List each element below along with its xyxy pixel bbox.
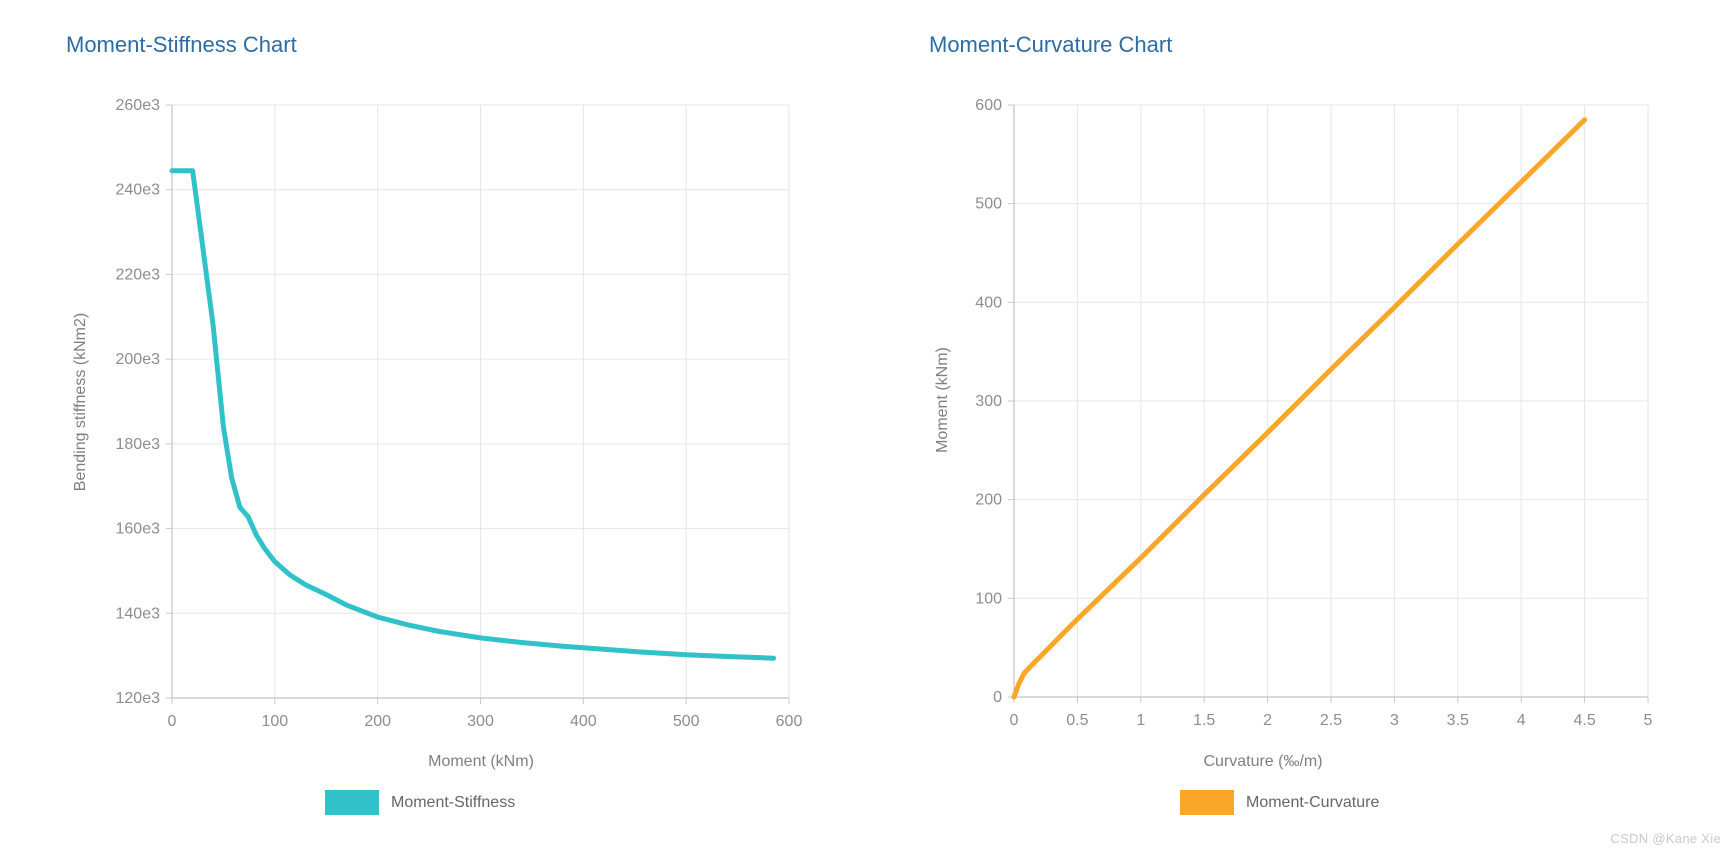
x-tick-label: 200 xyxy=(364,713,391,730)
x-tick-label: 5 xyxy=(1644,712,1653,729)
y-tick-label: 140e3 xyxy=(116,605,161,622)
y-tick-label: 260e3 xyxy=(116,97,161,114)
x-tick-label: 0 xyxy=(168,713,177,730)
chart-plot-1: 0 0.5 1 1.5 2 2.5 3 3.5 4 4.5 5 0 100 200 300 400 500 600 xyxy=(975,97,1652,729)
legend-label: Moment-Curvature xyxy=(1246,794,1380,811)
x-tick-label: 3 xyxy=(1390,712,1399,729)
legend-moment-curvature[interactable]: Moment-Curvature xyxy=(1180,790,1379,815)
y-tick-label: 0 xyxy=(993,689,1002,706)
y-tick-label: 220e3 xyxy=(116,266,161,283)
y-tick-label: 300 xyxy=(975,393,1002,410)
chart-title-moment-stiffness: Moment-Stiffness Chart xyxy=(66,32,297,57)
x-tick-label: 4 xyxy=(1517,712,1526,729)
x-tick-label: 3.5 xyxy=(1447,712,1469,729)
x-tick-label: 500 xyxy=(673,713,700,730)
y-tick-label: 160e3 xyxy=(116,521,161,538)
y-tick-label: 100 xyxy=(975,590,1002,607)
x-tick-label: 4.5 xyxy=(1573,712,1595,729)
x-tick-label: 0.5 xyxy=(1066,712,1088,729)
watermark: CSDN @Kane Xie xyxy=(1610,831,1721,846)
legend-swatch-icon xyxy=(325,790,379,815)
y-tick-label: 200e3 xyxy=(116,351,161,368)
legend-label: Moment-Stiffness xyxy=(391,794,516,811)
series-line-moment-curvature xyxy=(1011,117,1588,700)
y-axis-title-bending-stiffness: Bending stiffness (kNm2) xyxy=(72,312,89,492)
x-tick-label: 1.5 xyxy=(1193,712,1215,729)
x-tick-label: 600 xyxy=(776,713,803,730)
chart-title-moment-curvature: Moment-Curvature Chart xyxy=(929,32,1173,57)
x-tick-label: 2.5 xyxy=(1320,712,1342,729)
x-tick-label: 400 xyxy=(570,713,597,730)
x-axis-title-moment: Moment (kNm) xyxy=(428,753,534,770)
y-tick-label: 240e3 xyxy=(116,182,161,199)
x-tick-label: 0 xyxy=(1010,712,1019,729)
legend-moment-stiffness[interactable]: Moment-Stiffness xyxy=(325,790,515,815)
chart-plot-0: 0 100 200 300 400 500 600 120e3 140e3 160e3 180e3 2… xyxy=(116,97,803,730)
y-tick-label: 400 xyxy=(975,294,1002,311)
x-tick-label: 1 xyxy=(1136,712,1145,729)
y-tick-label: 200 xyxy=(975,492,1002,509)
y-tick-label: 500 xyxy=(975,196,1002,213)
legend-swatch-icon xyxy=(1180,790,1234,815)
x-tick-label: 100 xyxy=(261,713,288,730)
y-tick-label: 600 xyxy=(975,97,1002,114)
y-tick-label: 180e3 xyxy=(116,436,161,453)
y-tick-label: 120e3 xyxy=(116,690,161,707)
x-tick-label: 2 xyxy=(1263,712,1272,729)
x-tick-label: 300 xyxy=(467,713,494,730)
x-axis-title-curvature: Curvature (‰/m) xyxy=(1203,753,1323,770)
series-line-moment-stiffness xyxy=(169,168,777,661)
y-axis-title-moment: Moment (kNm) xyxy=(934,347,951,453)
